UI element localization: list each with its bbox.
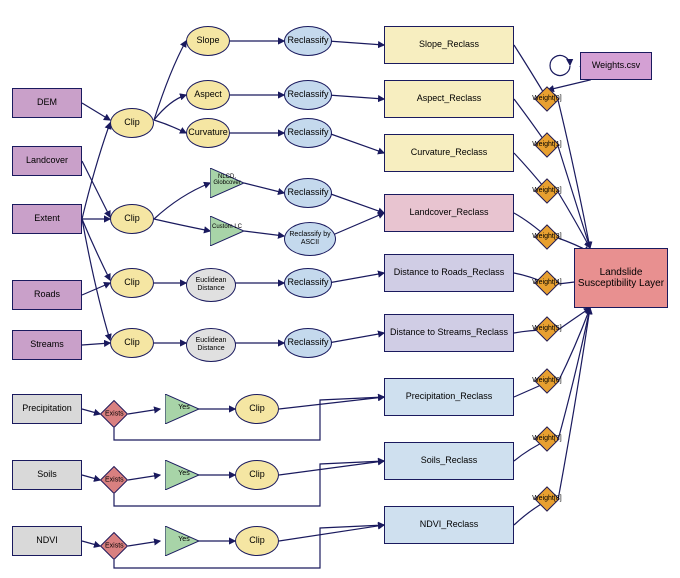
out-streams: Distance to Streams_Reclass bbox=[384, 314, 514, 352]
clip-landcover: Clip bbox=[110, 204, 154, 234]
out-curvature: Curvature_Reclass bbox=[384, 134, 514, 172]
reclass-streams: Reclassify bbox=[284, 328, 332, 358]
out-slope: Slope_Reclass bbox=[384, 26, 514, 64]
weight-5: Weight[5] bbox=[534, 316, 559, 341]
out-aspect: Aspect_Reclass bbox=[384, 80, 514, 118]
csv-input: Weights.csv bbox=[580, 52, 652, 80]
exists-soils: Exists bbox=[100, 466, 128, 494]
clip-soils: Clip bbox=[235, 460, 279, 490]
proc-curvature: Curvature bbox=[186, 118, 230, 148]
weight-6: Weight[6] bbox=[534, 368, 559, 393]
clip-roads: Clip bbox=[110, 268, 154, 298]
out-precip: Precipitation_Reclass bbox=[384, 378, 514, 416]
weight-1: Weight[1] bbox=[534, 132, 559, 157]
weight-8: Weight[8] bbox=[534, 486, 559, 511]
out-soils: Soils_Reclass bbox=[384, 442, 514, 480]
input-roads: Roads bbox=[12, 280, 82, 310]
clip-precip: Clip bbox=[235, 394, 279, 424]
reclass-slope: Reclassify bbox=[284, 26, 332, 56]
out-roads: Distance to Roads_Reclass bbox=[384, 254, 514, 292]
weight-3: Weight[3] bbox=[534, 224, 559, 249]
input-soils: Soils bbox=[12, 460, 82, 490]
reclass-nlcd: Reclassify bbox=[284, 178, 332, 208]
input-streams: Streams bbox=[12, 330, 82, 360]
tri-yes-ndvi: Yes bbox=[165, 526, 199, 561]
reclass-aspect: Reclassify bbox=[284, 80, 332, 110]
proc-euclidean-roads: Euclidean Distance bbox=[186, 268, 236, 302]
reclass-curvature: Reclassify bbox=[284, 118, 332, 148]
exists-ndvi: Exists bbox=[100, 532, 128, 560]
weight-7: Weight[7] bbox=[534, 426, 559, 451]
input-landcover: Landcover bbox=[12, 146, 82, 176]
input-precipitation: Precipitation bbox=[12, 394, 82, 424]
input-dem: DEM bbox=[12, 88, 82, 118]
clip-streams: Clip bbox=[110, 328, 154, 358]
weight-4: Weight[4] bbox=[534, 270, 559, 295]
proc-euclidean-streams: Euclidean Distance bbox=[186, 328, 236, 362]
proc-slope: Slope bbox=[186, 26, 230, 56]
reclass-ascii: Reclassify by ASCII bbox=[284, 222, 336, 256]
proc-aspect: Aspect bbox=[186, 80, 230, 110]
tri-yes-soils: Yes bbox=[165, 460, 199, 495]
clip-dem: Clip bbox=[110, 108, 154, 138]
out-ndvi: NDVI_Reclass bbox=[384, 506, 514, 544]
weight-2: Weight[2] bbox=[534, 178, 559, 203]
tri-nlcd: NLCD, Globcover bbox=[210, 168, 244, 203]
tri-custom: Custom LC bbox=[210, 216, 244, 251]
final-output: Landslide Susceptibility Layer bbox=[574, 248, 668, 308]
input-extent: Extent bbox=[12, 204, 82, 234]
clip-ndvi: Clip bbox=[235, 526, 279, 556]
reclass-roads: Reclassify bbox=[284, 268, 332, 298]
exists-precip: Exists bbox=[100, 400, 128, 428]
input-ndvi: NDVI bbox=[12, 526, 82, 556]
tri-yes-precip: Yes bbox=[165, 394, 199, 429]
out-landcover: Landcover_Reclass bbox=[384, 194, 514, 232]
weight-0: Weight[0] bbox=[534, 86, 559, 111]
